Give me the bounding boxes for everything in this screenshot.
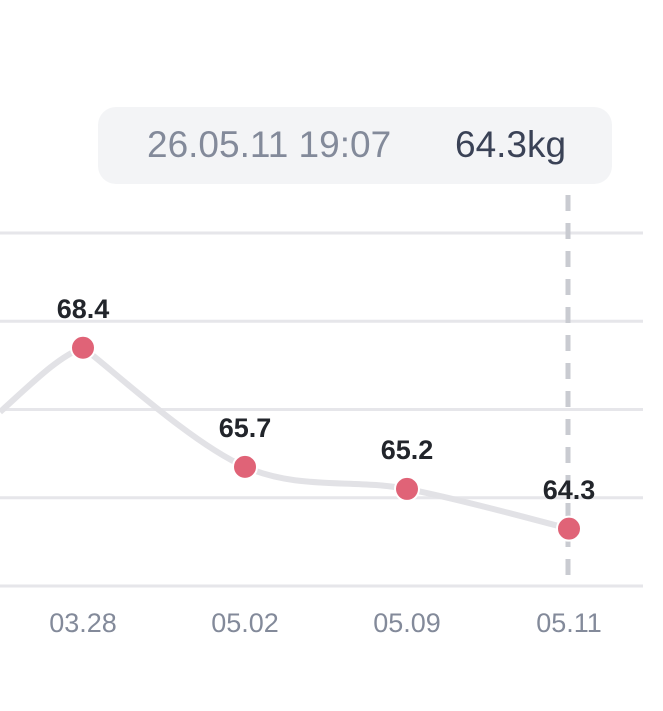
line: [81, 345, 570, 532]
x-tick-label: 05.09: [373, 608, 441, 638]
x-tick-label: 03.28: [49, 608, 117, 638]
point: [232, 453, 258, 480]
data-label: 64.3: [543, 475, 596, 505]
tooltip-box: [98, 107, 612, 184]
point: [70, 334, 96, 361]
x-tick-label: 05.02: [211, 608, 279, 638]
plot: 03.28 05.02 05.09 05.11 68.4 65.7 65.2 64.3: [49, 294, 602, 638]
data-label: 68.4: [57, 294, 110, 324]
data-label: 65.7: [219, 413, 272, 443]
tooltip-value: 64.3kg: [455, 124, 566, 165]
x-tick-label: 05.11: [536, 608, 602, 638]
tooltip-time: 26.05.11 19:07: [147, 124, 391, 165]
data-label: 65.2: [381, 435, 434, 465]
point: [394, 475, 420, 502]
point: [556, 515, 582, 542]
grid: [0, 231, 643, 588]
line-stub: [0, 345, 85, 415]
